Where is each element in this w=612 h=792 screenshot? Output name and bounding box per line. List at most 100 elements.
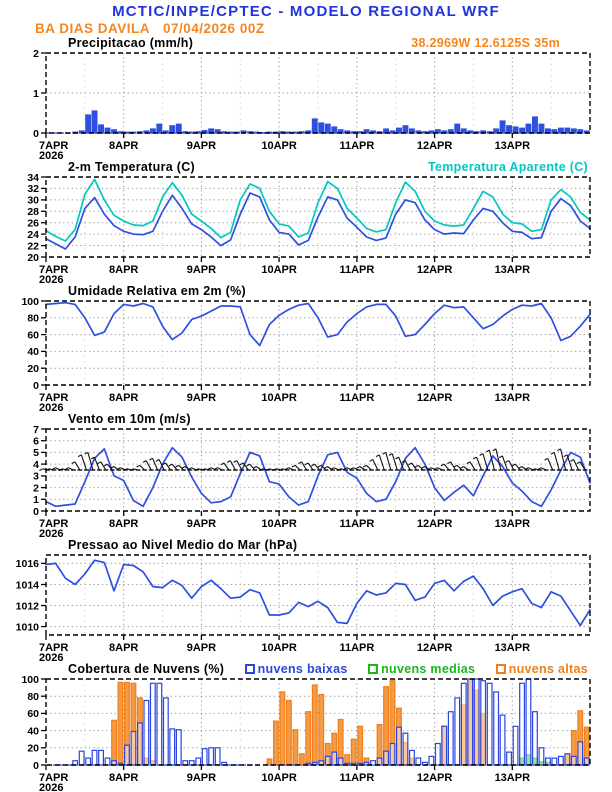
svg-text:8APR: 8APR bbox=[109, 140, 138, 152]
nuvens-baixas-label: nuvens baixas bbox=[257, 661, 348, 676]
svg-text:60: 60 bbox=[27, 329, 39, 341]
run-datetime: 07/04/2026 00Z bbox=[163, 21, 265, 36]
svg-text:7APR: 7APR bbox=[39, 264, 68, 276]
svg-text:7APR: 7APR bbox=[39, 140, 68, 152]
svg-text:7APR: 7APR bbox=[39, 518, 68, 530]
svg-text:8APR: 8APR bbox=[109, 518, 138, 530]
pressure-title: Pressao ao Nivel Medio do Mar (hPa) bbox=[68, 537, 298, 552]
station-name: BA DIAS DAVILA bbox=[35, 21, 150, 36]
svg-text:11APR: 11APR bbox=[339, 642, 374, 654]
svg-text:11APR: 11APR bbox=[339, 772, 374, 784]
svg-text:2026: 2026 bbox=[39, 274, 63, 284]
svg-text:2026: 2026 bbox=[39, 652, 63, 662]
nuvens-medias-swatch-icon bbox=[368, 663, 379, 674]
svg-text:20: 20 bbox=[27, 252, 39, 264]
svg-text:7APR: 7APR bbox=[39, 392, 68, 404]
svg-text:1: 1 bbox=[33, 88, 39, 100]
nuvens-medias-label: nuvens medias bbox=[381, 661, 476, 676]
svg-text:2: 2 bbox=[33, 482, 39, 494]
svg-text:13APR: 13APR bbox=[495, 772, 531, 784]
svg-text:2026: 2026 bbox=[39, 782, 63, 792]
legend-nuvens-medias: nuvens medias bbox=[368, 662, 475, 676]
temperature-title: 2-m Temperatura (C) bbox=[68, 159, 196, 174]
svg-text:1012: 1012 bbox=[16, 600, 40, 612]
svg-text:26: 26 bbox=[27, 218, 39, 230]
svg-text:2026: 2026 bbox=[39, 528, 63, 538]
svg-text:3: 3 bbox=[33, 471, 39, 483]
svg-text:8APR: 8APR bbox=[109, 642, 138, 654]
svg-text:20: 20 bbox=[27, 363, 39, 375]
svg-text:28: 28 bbox=[27, 206, 39, 218]
svg-text:34: 34 bbox=[27, 173, 39, 184]
svg-text:11APR: 11APR bbox=[339, 264, 374, 276]
svg-text:2026: 2026 bbox=[39, 150, 63, 160]
svg-text:100: 100 bbox=[21, 297, 39, 308]
svg-text:60: 60 bbox=[27, 708, 39, 720]
svg-text:4: 4 bbox=[33, 459, 39, 471]
svg-text:11APR: 11APR bbox=[339, 392, 374, 404]
model-title: MCTIC/INPE/CPTEC - MODELO REGIONAL WRF bbox=[112, 3, 500, 20]
svg-text:0: 0 bbox=[33, 506, 39, 518]
svg-text:80: 80 bbox=[27, 691, 39, 703]
run-info-row: BA DIAS DAVILA 07/04/2026 00Z bbox=[0, 21, 612, 36]
wind-title-row: Vento em 10m (m/s) bbox=[0, 411, 612, 426]
precip-title: Precipitacao (mm/h) bbox=[68, 35, 194, 50]
svg-text:9APR: 9APR bbox=[187, 392, 216, 404]
svg-text:0: 0 bbox=[33, 380, 39, 392]
svg-text:22: 22 bbox=[27, 240, 39, 252]
svg-text:12APR: 12APR bbox=[417, 518, 453, 530]
legend-nuvens-altas: nuvens altas bbox=[495, 662, 588, 676]
svg-text:12APR: 12APR bbox=[417, 140, 453, 152]
temperature-title-row: 2-m Temperatura (C) Temperatura Aparente… bbox=[0, 159, 612, 174]
svg-text:13APR: 13APR bbox=[495, 392, 531, 404]
svg-text:12APR: 12APR bbox=[417, 642, 453, 654]
svg-text:9APR: 9APR bbox=[187, 772, 216, 784]
svg-text:0: 0 bbox=[33, 128, 39, 140]
svg-text:13APR: 13APR bbox=[495, 140, 531, 152]
svg-text:8APR: 8APR bbox=[109, 264, 138, 276]
svg-text:10APR: 10APR bbox=[261, 140, 297, 152]
svg-text:9APR: 9APR bbox=[187, 518, 216, 530]
svg-text:1: 1 bbox=[33, 494, 39, 506]
svg-text:12APR: 12APR bbox=[417, 392, 453, 404]
svg-text:100: 100 bbox=[21, 675, 39, 686]
svg-text:5: 5 bbox=[33, 447, 39, 459]
station-coords: 38.2969W 12.6125S 35m bbox=[411, 35, 560, 50]
svg-text:10APR: 10APR bbox=[261, 518, 297, 530]
svg-text:30: 30 bbox=[27, 195, 39, 207]
svg-text:40: 40 bbox=[27, 346, 39, 358]
svg-text:2: 2 bbox=[33, 49, 39, 60]
svg-text:8APR: 8APR bbox=[109, 392, 138, 404]
svg-text:0: 0 bbox=[33, 760, 39, 772]
svg-text:12APR: 12APR bbox=[417, 772, 453, 784]
svg-text:80: 80 bbox=[27, 313, 39, 325]
svg-text:13APR: 13APR bbox=[495, 642, 531, 654]
svg-text:9APR: 9APR bbox=[187, 140, 216, 152]
humidity-title: Umidade Relativa em 2m (%) bbox=[68, 283, 246, 298]
svg-text:40: 40 bbox=[27, 725, 39, 737]
svg-text:9APR: 9APR bbox=[187, 264, 216, 276]
svg-text:11APR: 11APR bbox=[339, 518, 374, 530]
svg-text:7APR: 7APR bbox=[39, 642, 68, 654]
svg-text:12APR: 12APR bbox=[417, 264, 453, 276]
svg-text:1014: 1014 bbox=[16, 579, 40, 591]
svg-text:1010: 1010 bbox=[16, 621, 40, 633]
wind-title: Vento em 10m (m/s) bbox=[68, 411, 191, 426]
svg-text:24: 24 bbox=[27, 229, 39, 241]
svg-text:1016: 1016 bbox=[16, 558, 40, 570]
precip-title-row: Precipitacao (mm/h) 38.2969W 12.6125S 35… bbox=[0, 35, 612, 50]
svg-text:6: 6 bbox=[33, 436, 39, 448]
svg-text:7APR: 7APR bbox=[39, 772, 68, 784]
clouds-title-row: Cobertura de Nuvens (%) nuvens baixas nu… bbox=[0, 661, 612, 676]
svg-text:32: 32 bbox=[27, 183, 39, 195]
svg-text:9APR: 9APR bbox=[187, 642, 216, 654]
legend-nuvens-baixas: nuvens baixas bbox=[244, 661, 348, 676]
svg-text:7: 7 bbox=[33, 425, 39, 436]
nuvens-baixas-swatch-icon bbox=[244, 663, 255, 674]
svg-text:10APR: 10APR bbox=[261, 264, 297, 276]
svg-text:13APR: 13APR bbox=[495, 264, 531, 276]
